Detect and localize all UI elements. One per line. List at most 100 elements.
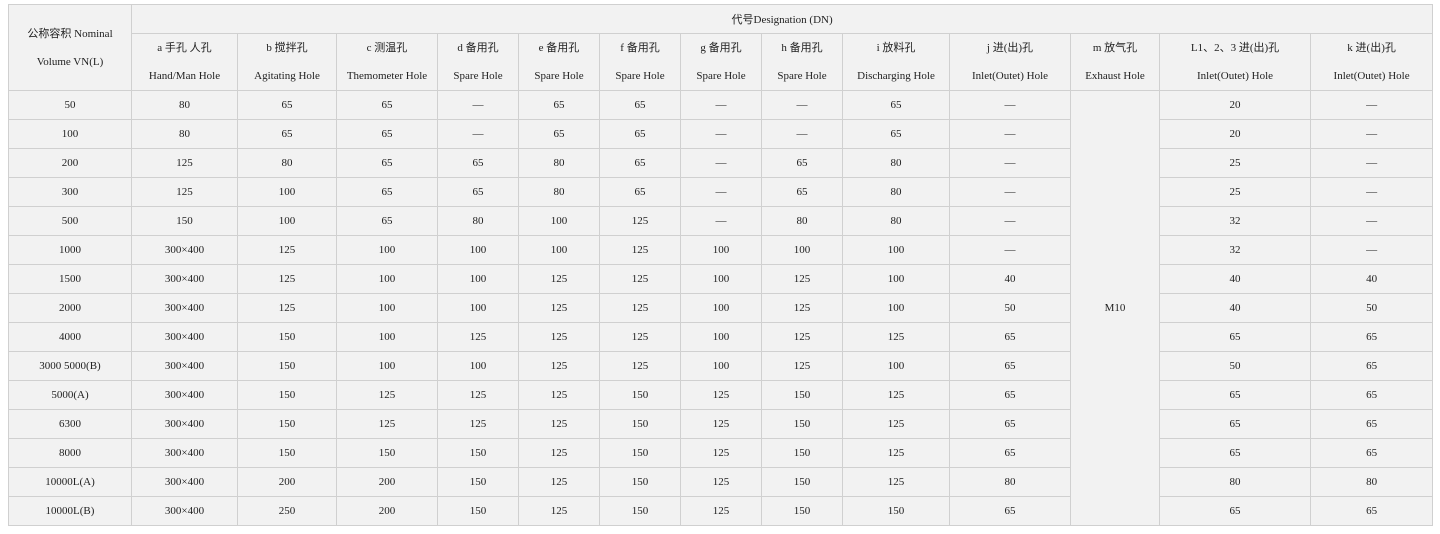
table-cell: 125 [761,322,843,352]
table-cell: 125 [518,293,600,323]
table-cell: — [949,206,1071,236]
table-cell: 50 [1159,351,1311,381]
table-cell: 125 [680,409,762,439]
table-cell: 80 [237,148,337,178]
table-cell: 65 [336,177,438,207]
table-cell: 250 [237,496,337,526]
table-cell: 65 [949,409,1071,439]
table-cell: 40 [1159,293,1311,323]
column-header-cn: b 搅拌孔 [266,42,308,54]
table-cell: 125 [437,409,519,439]
column-header-en: Exhaust Hole [1085,70,1145,82]
table-cell: 125 [599,351,681,381]
table-cell: 100 [237,206,337,236]
table-cell: 100 [842,264,950,294]
table-cell: 40 [949,264,1071,294]
table-cell: 80 [518,177,600,207]
exhaust-hole-cell: M10 [1070,90,1160,526]
table-cell: 80 [842,148,950,178]
table-cell: 65 [336,119,438,149]
table-cell: 65 [237,90,337,120]
volume-cell: 6300 [8,409,132,439]
table-cell: 65 [1309,438,1434,468]
table-cell: 150 [336,438,438,468]
table-row: 1000 300×400 125 100 100 100 125 100 100 100—32— [8,235,1434,265]
table-cell: 100 [336,235,438,265]
column-header: L1、2、3 进(出)孔 Inlet(Outet) Hole [1159,33,1311,91]
table-cell: 125 [518,438,600,468]
table-cell: 125 [237,264,337,294]
column-header-cn: i 放料孔 [876,42,916,54]
table-cell: 200 [336,467,438,497]
table-cell: 300×400 [131,293,238,323]
column-header: i 放料孔 Discharging Hole [842,33,950,91]
table-cell: 100 [437,264,519,294]
table-cell: 65 [949,438,1071,468]
table-row: 2000 300×400 125 100 100 125 125 100 125 100 50 40 5… [8,293,1434,323]
table-cell: 80 [131,90,238,120]
table-cell: 150 [437,496,519,526]
table-cell: 125 [599,235,681,265]
table-cell: 80 [761,206,843,236]
column-header-en: Spare Hole [453,70,503,82]
table-cell: 125 [842,467,950,497]
column-header-en: Inlet(Outet) Hole [1196,70,1274,82]
column-header-cn: c 测温孔 [366,42,408,54]
column-header-en: Agitating Hole [254,70,320,82]
table-cell: — [949,177,1071,207]
table-cell: — [949,90,1071,120]
table-cell: — [949,148,1071,178]
table-cell: 32 [1159,235,1311,265]
table-cell: 300×400 [131,322,238,352]
table-cell: 65 [761,148,843,178]
column-header-cn: j 进(出)孔 [986,42,1034,54]
volume-cell: 10000L(A) [8,467,132,497]
table-cell: 125 [761,264,843,294]
table-cell: 25 [1159,148,1311,178]
table-cell: 125 [437,380,519,410]
table-cell: — [680,148,762,178]
table-cell: — [437,119,519,149]
table-cell: 125 [131,177,238,207]
table-row: 200 125 80 65 65 80 65—65 80—25— [8,148,1434,178]
table-cell: 65 [599,148,681,178]
table-cell: — [680,177,762,207]
table-cell: 100 [437,293,519,323]
volume-cell: 1500 [8,264,132,294]
table-cell: 40 [1159,264,1311,294]
column-header-cn: h 备用孔 [781,42,823,54]
table-cell: 150 [599,438,681,468]
table-cell: 100 [518,235,600,265]
table-cell: 150 [599,467,681,497]
table-cell: 65 [1159,409,1311,439]
table-cell: — [437,90,519,120]
table-cell: 150 [237,409,337,439]
table-cell: 65 [1309,380,1434,410]
table-cell: 100 [842,293,950,323]
table-cell: 300×400 [131,264,238,294]
column-header: e 备用孔 Spare Hole [518,33,600,91]
table-cell: 125 [518,467,600,497]
table-cell: 125 [842,409,950,439]
table-cell: 125 [518,264,600,294]
table-cell: 100 [842,351,950,381]
table-cell: 32 [1159,206,1311,236]
table-cell: 65 [1159,438,1311,468]
table-cell: — [680,90,762,120]
table-cell: 65 [599,177,681,207]
table-cell: 80 [842,206,950,236]
table-cell: 125 [842,380,950,410]
table-cell: 125 [680,467,762,497]
table-cell: — [949,119,1071,149]
table-cell: 65 [518,119,600,149]
table-cell: 125 [680,438,762,468]
table-cell: 300×400 [131,438,238,468]
table-cell: 150 [599,409,681,439]
table-cell: 150 [237,322,337,352]
table-cell: 100 [842,235,950,265]
table-cell: — [1309,177,1434,207]
table-cell: 100 [680,351,762,381]
column-header: k 进(出)孔 Inlet(Outet) Hole [1309,33,1434,91]
table-cell: 125 [518,380,600,410]
column-header: h 备用孔 Spare Hole [761,33,843,91]
